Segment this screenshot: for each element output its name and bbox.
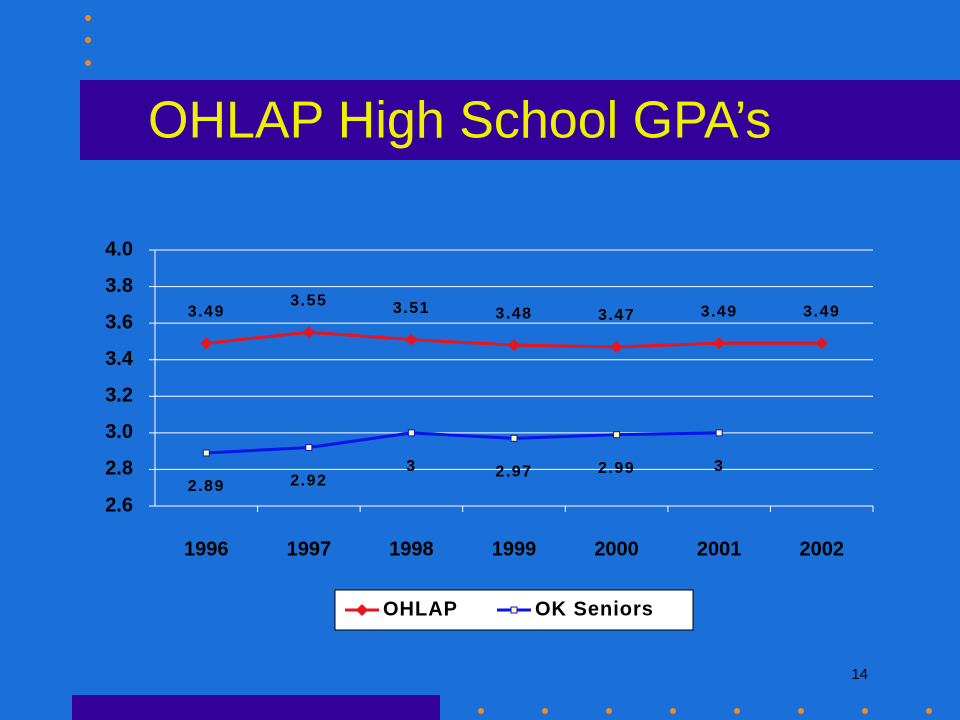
data-label: 2.89 [188, 478, 225, 495]
x-tick-label: 2000 [594, 538, 639, 560]
marker [510, 434, 518, 442]
x-tick-label: 1996 [184, 538, 229, 560]
data-label: 2.97 [495, 464, 532, 481]
marker [405, 333, 418, 346]
y-tick-label: 3.6 [105, 311, 133, 333]
marker [202, 449, 210, 457]
y-tick-label: 3.4 [105, 348, 134, 370]
series-line [206, 431, 720, 455]
x-tick-label: 1998 [389, 538, 434, 560]
x-tick-label: 2002 [799, 538, 844, 560]
data-label: 2.92 [290, 473, 327, 490]
marker [200, 337, 213, 350]
marker [815, 337, 828, 350]
marker [508, 339, 520, 352]
data-label: 2.99 [598, 460, 635, 477]
legend-label: OHLAP [383, 598, 458, 620]
data-label: 3.49 [188, 303, 225, 320]
marker [713, 337, 726, 350]
data-label: 3.47 [598, 307, 635, 324]
marker [610, 340, 623, 353]
x-tick-label: 1997 [287, 538, 332, 560]
marker [407, 429, 415, 437]
legend-marker [510, 606, 518, 614]
marker [305, 443, 313, 451]
y-tick-label: 4.0 [105, 238, 133, 260]
legend-label: OK Seniors [535, 598, 654, 620]
y-tick-label: 3.8 [105, 275, 133, 297]
y-tick-label: 2.8 [105, 458, 133, 480]
data-label: 3.49 [701, 303, 738, 320]
data-label: 3.48 [495, 305, 532, 322]
marker [302, 326, 315, 339]
legend-marker [356, 604, 368, 616]
decor-dots [85, 15, 932, 714]
data-label: 3.55 [290, 293, 327, 310]
y-tick-label: 3.0 [105, 421, 133, 443]
title-bar [80, 80, 960, 160]
x-tick-label: 1999 [492, 538, 537, 560]
slide-title: OHLAP High School GPA’s [148, 92, 771, 150]
marker [613, 431, 621, 439]
marker [715, 429, 723, 437]
data-label: 3.51 [393, 300, 430, 317]
page-number: 14 [851, 666, 868, 683]
y-tick-label: 2.6 [105, 494, 133, 516]
data-label: 3.49 [803, 303, 840, 320]
y-tick-label: 3.2 [105, 385, 133, 407]
x-tick-label: 2001 [697, 538, 742, 560]
footer-bar [72, 695, 440, 720]
data-label: 3 [406, 458, 416, 475]
data-label: 3 [714, 458, 724, 475]
